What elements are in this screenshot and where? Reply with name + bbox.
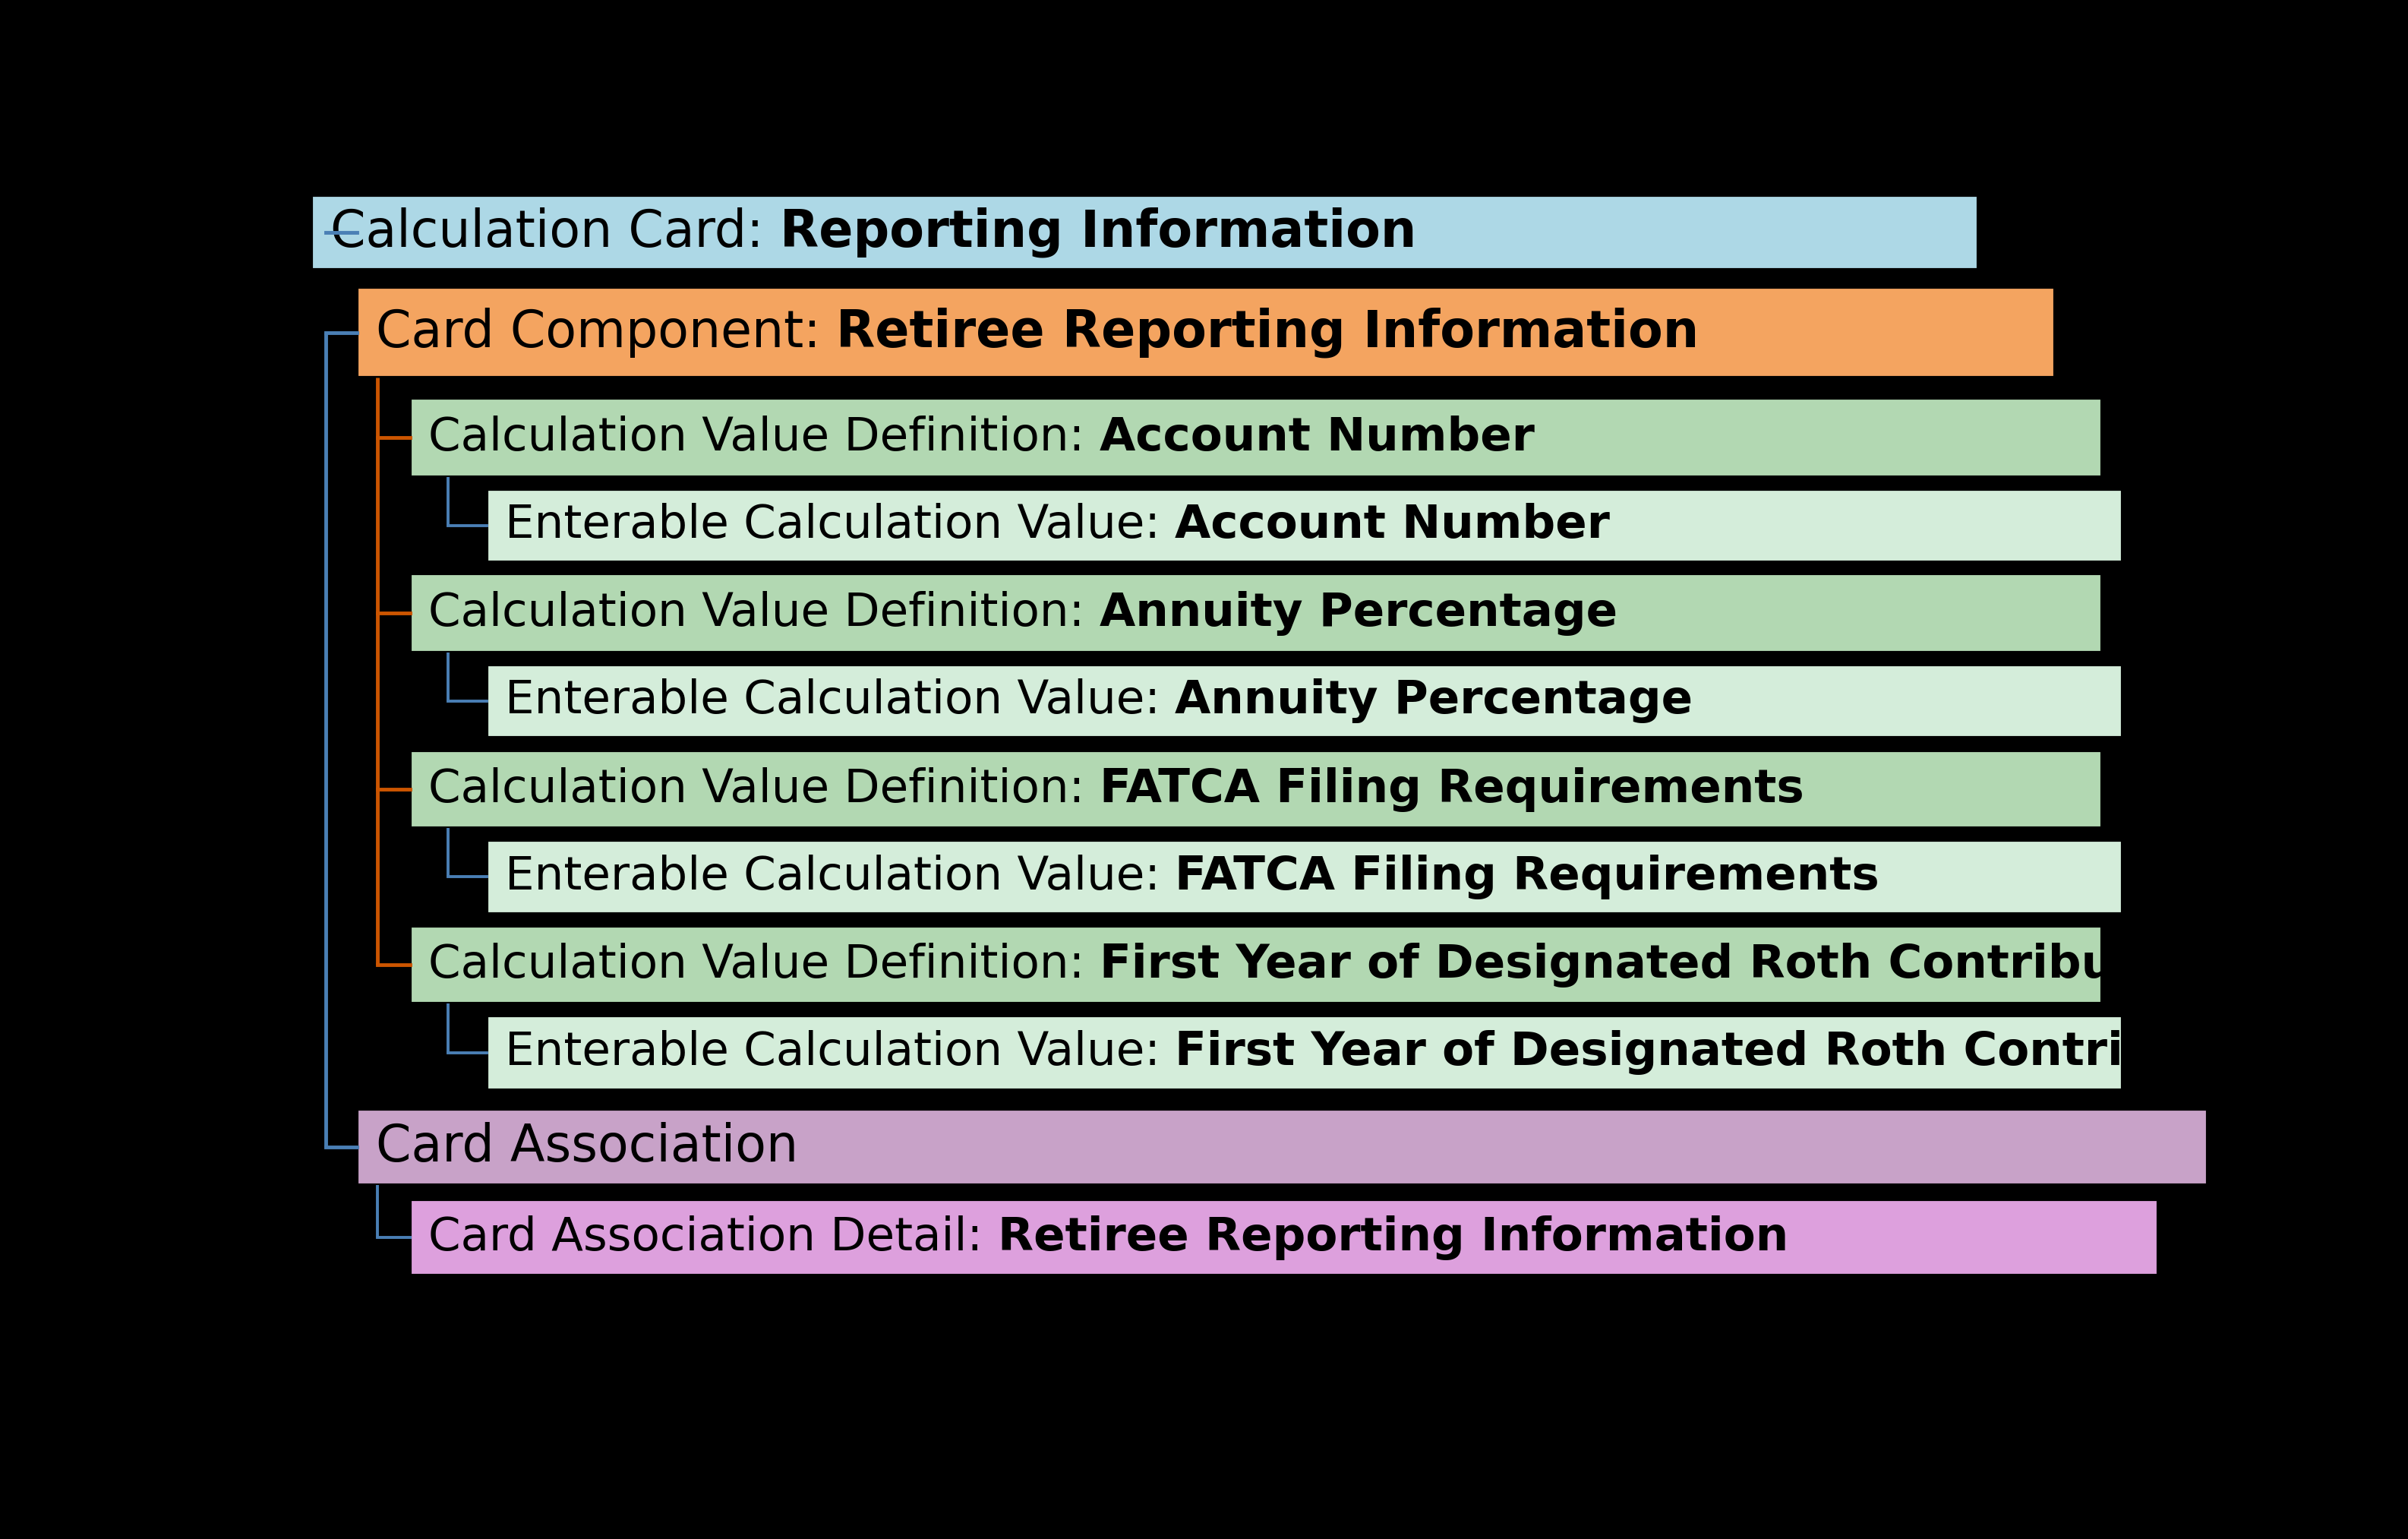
FancyBboxPatch shape (409, 1199, 2158, 1276)
Text: Retiree Reporting Information: Retiree Reporting Information (997, 1216, 1789, 1260)
FancyBboxPatch shape (486, 840, 2121, 914)
FancyBboxPatch shape (486, 1016, 2121, 1090)
Text: Card Association: Card Association (376, 1122, 797, 1171)
Text: Enterable Calculation Value:: Enterable Calculation Value: (506, 679, 1175, 723)
FancyBboxPatch shape (409, 926, 2102, 1003)
FancyBboxPatch shape (409, 574, 2102, 653)
Text: Reporting Information: Reporting Information (780, 208, 1416, 257)
Text: FATCA Filing Requirements: FATCA Filing Requirements (1175, 854, 1881, 899)
FancyBboxPatch shape (486, 665, 2121, 737)
Text: Account Number: Account Number (1175, 503, 1611, 548)
Text: First Year of Designated Roth Contribution: First Year of Designated Roth Contributi… (1100, 942, 2218, 988)
Text: Calculation Value Definition:: Calculation Value Definition: (429, 591, 1100, 636)
Text: Card Association Detail:: Card Association Detail: (429, 1216, 997, 1260)
Text: FATCA Filing Requirements: FATCA Filing Requirements (1100, 766, 1804, 813)
Text: Enterable Calculation Value:: Enterable Calculation Value: (506, 854, 1175, 899)
FancyBboxPatch shape (356, 288, 2054, 377)
FancyBboxPatch shape (409, 399, 2102, 477)
FancyBboxPatch shape (409, 751, 2102, 828)
Text: Retiree Reporting Information: Retiree Reporting Information (836, 308, 1700, 357)
Text: Annuity Percentage: Annuity Percentage (1100, 591, 1618, 636)
Text: First Year of Designated Roth Contribution: First Year of Designated Roth Contributi… (1175, 1030, 2292, 1076)
FancyBboxPatch shape (311, 195, 1979, 269)
Text: Enterable Calculation Value:: Enterable Calculation Value: (506, 503, 1175, 548)
Text: Calculation Value Definition:: Calculation Value Definition: (429, 942, 1100, 988)
FancyBboxPatch shape (356, 1108, 2208, 1185)
Text: Calculation Value Definition:: Calculation Value Definition: (429, 416, 1100, 460)
FancyBboxPatch shape (486, 489, 2121, 562)
Text: Card Component:: Card Component: (376, 308, 836, 357)
Text: Account Number: Account Number (1100, 416, 1534, 460)
Text: Calculation Value Definition:: Calculation Value Definition: (429, 766, 1100, 813)
Text: Enterable Calculation Value:: Enterable Calculation Value: (506, 1030, 1175, 1076)
Text: Annuity Percentage: Annuity Percentage (1175, 679, 1693, 723)
Text: Calculation Card:: Calculation Card: (330, 208, 780, 257)
